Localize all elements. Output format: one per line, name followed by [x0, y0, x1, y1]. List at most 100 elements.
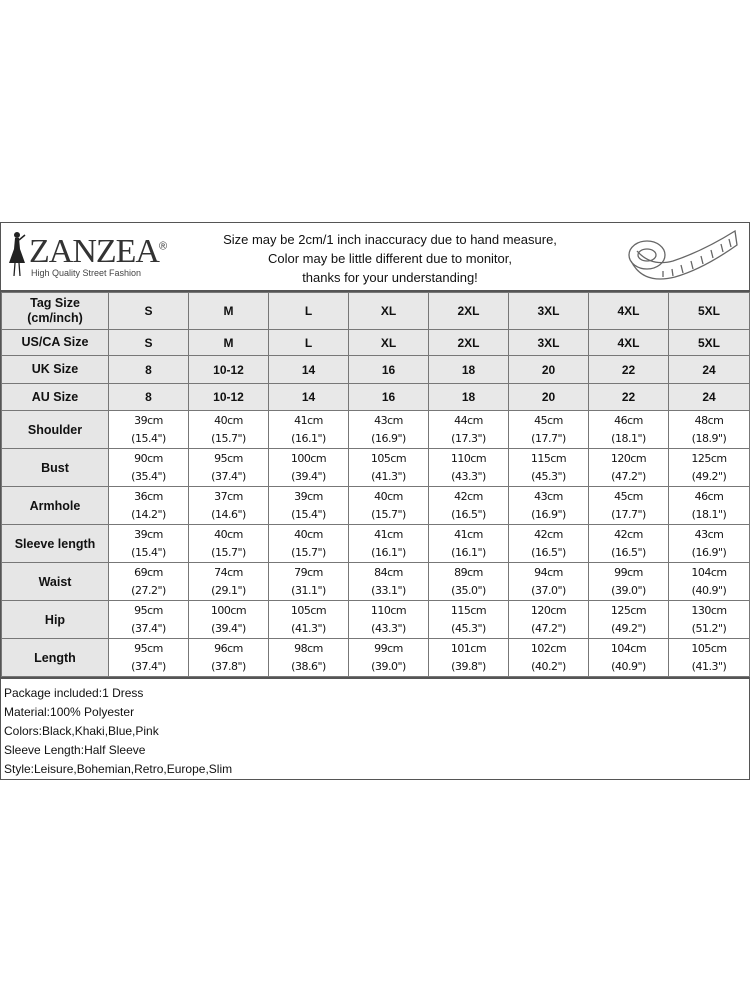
cm-value: 120cm: [610, 451, 647, 465]
cm-value: 39cm: [134, 527, 163, 541]
measurement-row: Bust 90cm (35.4") 95cm (37.4") 100cm (39.4") 10…: [1, 448, 750, 487]
inch-value: (27.2"): [131, 583, 166, 597]
inch-value: (47.2"): [611, 469, 646, 483]
size-cell: 10-12: [188, 383, 269, 411]
size-cell: XL: [348, 292, 429, 330]
measurement-row: Waist 69cm (27.2") 74cm (29.1") 79cm (31.1") 84…: [1, 562, 750, 601]
size-cell: L: [268, 292, 349, 330]
cm-value: 90cm: [134, 451, 163, 465]
measurement-cell: 69cm (27.2"): [108, 562, 189, 601]
cm-value: 41cm: [294, 413, 323, 427]
measurement-cell: 90cm (35.4"): [108, 448, 189, 487]
measurement-cell: 42cm (16.5"): [588, 524, 669, 563]
cm-value: 37cm: [214, 489, 243, 503]
size-cell: 20: [508, 383, 589, 411]
measurement-cell: 48cm (18.9"): [668, 410, 750, 449]
inch-value: (17.3"): [451, 431, 486, 445]
measurement-cell: 40cm (15.7"): [268, 524, 349, 563]
measurement-cell: 44cm (17.3"): [428, 410, 509, 449]
row-label: US/CA Size: [1, 329, 109, 356]
size-cell: 18: [428, 355, 509, 384]
size-row: Tag Size (cm/inch) S M L XL 2XL 3XL 4XL 5XL: [1, 292, 750, 330]
measurement-cell: 74cm (29.1"): [188, 562, 269, 601]
measurement-cell: 89cm (35.0"): [428, 562, 509, 601]
measurement-row: Length 95cm (37.4") 96cm (37.8") 98cm (38.6") 9…: [1, 638, 750, 677]
row-label: Armhole: [1, 486, 109, 525]
inch-value: (16.9"): [371, 431, 406, 445]
cm-value: 42cm: [454, 489, 483, 503]
measurement-cell: 79cm (31.1"): [268, 562, 349, 601]
size-cell: 14: [268, 383, 349, 411]
measurement-cell: 105cm (41.3"): [668, 638, 750, 677]
measurement-cell: 39cm (15.4"): [268, 486, 349, 525]
measurement-row: Armhole 36cm (14.2") 37cm (14.6") 39cm (15.4")…: [1, 486, 750, 525]
measurement-cell: 41cm (16.1"): [268, 410, 349, 449]
cm-value: 110cm: [450, 451, 487, 465]
inch-value: (35.4"): [131, 469, 166, 483]
info-style: Style:Leisure,Bohemian,Retro,Europe,Slim: [4, 762, 233, 776]
inch-value: (15.4"): [131, 431, 166, 445]
info-sleeve-length: Sleeve Length:Half Sleeve: [4, 743, 146, 757]
cm-value: 46cm: [614, 413, 643, 427]
inch-value: (16.5"): [611, 545, 646, 559]
measurement-cell: 125cm (49.2"): [588, 600, 669, 639]
measurement-cell: 41cm (16.1"): [348, 524, 429, 563]
cm-value: 100cm: [210, 603, 247, 617]
measurement-cell: 130cm (51.2"): [668, 600, 750, 639]
inch-value: (14.6"): [211, 507, 246, 521]
measurement-cell: 120cm (47.2"): [508, 600, 589, 639]
inch-value: (49.2"): [691, 469, 727, 483]
inch-value: (15.7"): [291, 545, 326, 559]
inch-value: (39.0"): [371, 659, 406, 673]
measurement-cell: 39cm (15.4"): [108, 524, 189, 563]
measurement-cell: 43cm (16.9"): [508, 486, 589, 525]
cm-value: 98cm: [294, 641, 323, 655]
measurement-cell: 95cm (37.4"): [108, 638, 189, 677]
measuring-tape-icon: [628, 229, 738, 280]
inch-value: (18.1"): [691, 507, 727, 521]
size-cell: M: [188, 329, 269, 356]
inch-value: (31.1"): [291, 583, 326, 597]
inch-value: (14.2"): [131, 507, 166, 521]
size-cell: 4XL: [588, 329, 669, 356]
brand-logo: ZANZEA® High Quality Street Fashion: [7, 231, 167, 287]
cm-value: 104cm: [610, 641, 647, 655]
size-cell: 16: [348, 383, 429, 411]
measurement-cell: 110cm (43.3"): [348, 600, 429, 639]
cm-value: 36cm: [134, 489, 163, 503]
cm-value: 39cm: [294, 489, 323, 503]
measurement-cell: 105cm (41.3"): [348, 448, 429, 487]
size-cell: 4XL: [588, 292, 669, 330]
cm-value: 44cm: [454, 413, 483, 427]
measurement-cell: 45cm (17.7"): [508, 410, 589, 449]
size-cell: 24: [668, 355, 750, 384]
cm-value: 69cm: [134, 565, 163, 579]
cm-value: 99cm: [614, 565, 643, 579]
inch-value: (40.9"): [691, 583, 727, 597]
measurement-cell: 46cm (18.1"): [668, 486, 750, 525]
row-label: Shoulder: [1, 410, 109, 449]
measurement-cell: 105cm (41.3"): [268, 600, 349, 639]
inch-value: (43.3"): [451, 469, 486, 483]
product-info: Package included:1 Dress Material:100% P…: [1, 677, 749, 779]
measurement-cell: 115cm (45.3"): [508, 448, 589, 487]
size-cell: 16: [348, 355, 429, 384]
cm-value: 39cm: [134, 413, 163, 427]
cm-value: 43cm: [374, 413, 403, 427]
inch-value: (15.7"): [211, 431, 246, 445]
size-cell: 24: [668, 383, 750, 411]
inch-value: (17.7"): [531, 431, 566, 445]
cm-value: 95cm: [134, 641, 163, 655]
measurement-cell: 98cm (38.6"): [268, 638, 349, 677]
size-row: AU Size 8 10-12 14 16 18 20 22 24: [1, 383, 750, 411]
inch-value: (45.3"): [531, 469, 566, 483]
size-row: US/CA Size S M L XL 2XL 3XL 4XL 5XL: [1, 329, 750, 356]
row-label: Tag Size (cm/inch): [1, 292, 109, 330]
measurement-cell: 41cm (16.1"): [428, 524, 509, 563]
inch-value: (37.4"): [131, 621, 166, 635]
measurement-cell: 37cm (14.6"): [188, 486, 269, 525]
inch-value: (16.5"): [451, 507, 486, 521]
measurement-row: Hip 95cm (37.4") 100cm (39.4") 105cm (41.3") 11…: [1, 600, 750, 639]
inch-value: (16.1"): [371, 545, 406, 559]
size-cell: 5XL: [668, 329, 750, 356]
